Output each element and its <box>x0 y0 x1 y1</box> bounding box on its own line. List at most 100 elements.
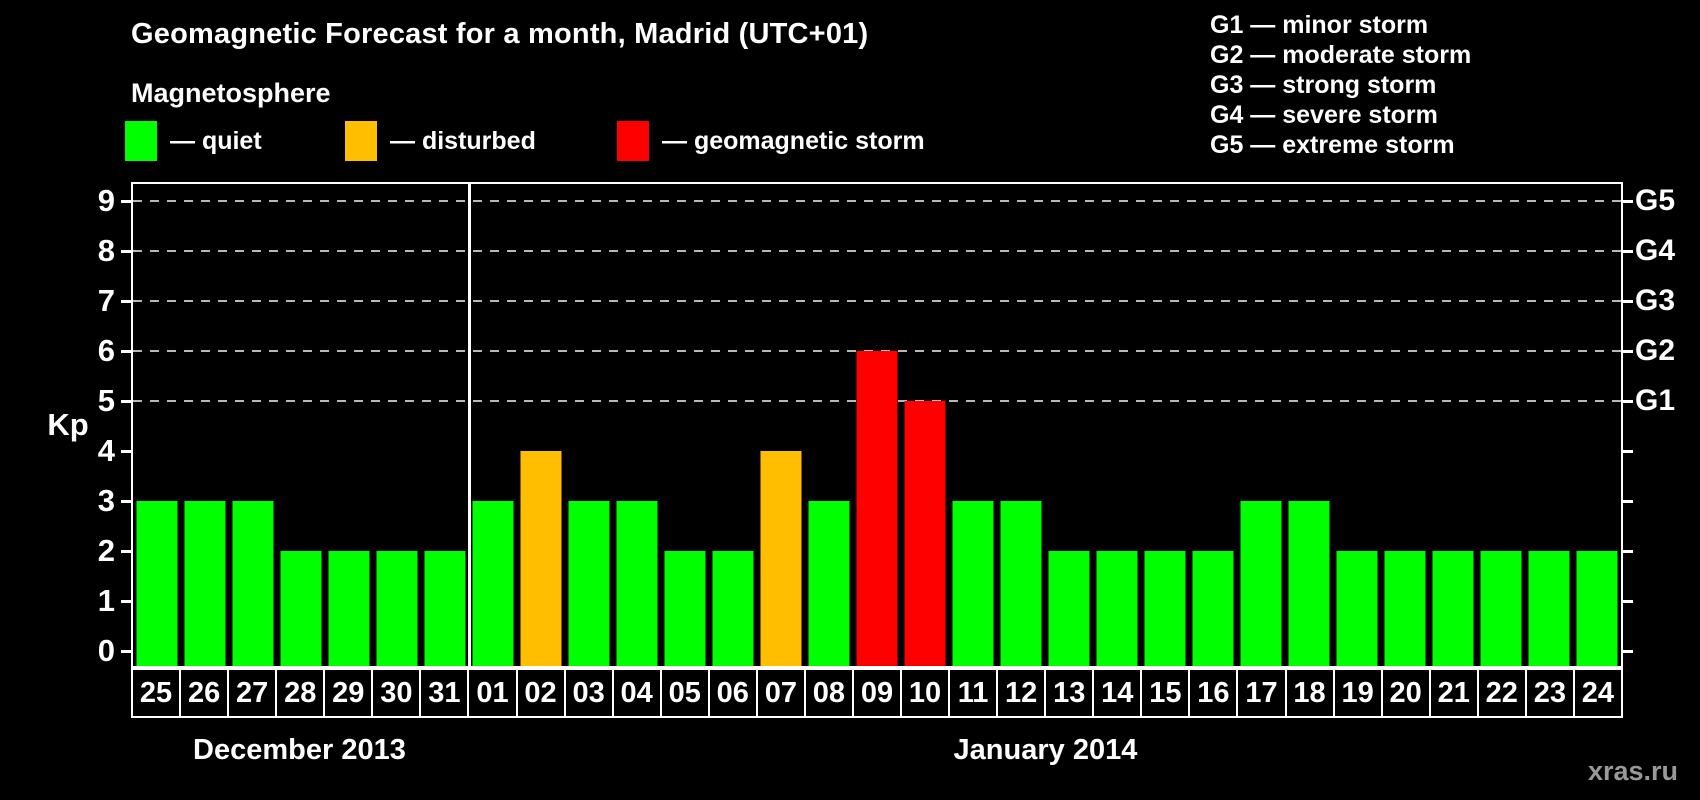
g-level-label-g1: G1 <box>1635 384 1676 417</box>
kp-bar-dec-28 <box>280 551 322 666</box>
g-level-label-g3: G3 <box>1635 284 1676 317</box>
y-tick-label: 7 <box>97 283 115 318</box>
day-label: 16 <box>1188 668 1239 718</box>
month-labels: December 2013 January 2014 <box>131 734 1623 774</box>
day-label: 01 <box>467 668 518 718</box>
y-axis-tick <box>1623 600 1633 603</box>
bar-slot <box>373 184 421 666</box>
bar-slot <box>325 184 373 666</box>
kp-bar-jan-08 <box>808 501 850 666</box>
day-label: 29 <box>323 668 374 718</box>
kp-bar-jan-18 <box>1288 501 1330 666</box>
bar-slot <box>1141 184 1189 666</box>
x-axis-day-labels: 25 26 27 28 29 30 31 01 02 03 04 05 06 07 08 09 10 11 12 13… <box>131 668 1623 718</box>
y-axis-tick <box>121 650 131 653</box>
day-label: 30 <box>371 668 422 718</box>
bar-slot <box>1237 184 1285 666</box>
y-axis-tick <box>1623 400 1633 403</box>
day-label: 03 <box>563 668 614 718</box>
day-label: 07 <box>755 668 806 718</box>
bar-slot <box>181 184 229 666</box>
kp-bar-jan-24 <box>1576 551 1618 666</box>
day-label: 22 <box>1476 668 1527 718</box>
y-axis-title: Kp <box>47 407 89 442</box>
bar-slot <box>1429 184 1477 666</box>
day-label: 05 <box>659 668 710 718</box>
y-axis-tick <box>121 200 131 203</box>
bar-slot <box>709 184 757 666</box>
day-label: 31 <box>419 668 470 718</box>
kp-bar-jan-17 <box>1240 501 1282 666</box>
kp-bar-jan-04 <box>616 501 658 666</box>
y-axis-tick <box>1623 550 1633 553</box>
legend-label-quiet: — quiet <box>170 126 262 155</box>
g-scale-legend-line: G5 — extreme storm <box>1210 131 1455 159</box>
y-axis-tick <box>121 350 131 353</box>
day-label: 09 <box>851 668 902 718</box>
y-tick-label: 0 <box>97 633 115 668</box>
bar-slot <box>517 184 565 666</box>
month-label: December 2013 <box>193 734 406 766</box>
y-tick-label: 4 <box>97 433 115 468</box>
day-label: 19 <box>1332 668 1383 718</box>
bar-slot <box>757 184 805 666</box>
kp-bar-jan-11 <box>952 501 994 666</box>
kp-bar-jan-13 <box>1048 551 1090 666</box>
kp-bar-dec-29 <box>328 551 370 666</box>
g-scale-legend-line: G2 — moderate storm <box>1210 41 1472 69</box>
day-label: 10 <box>900 668 951 718</box>
day-label: 18 <box>1284 668 1335 718</box>
bar-slot <box>229 184 277 666</box>
gridline-kp-8 <box>133 250 1621 252</box>
day-label: 27 <box>227 668 278 718</box>
bar-slot <box>469 184 517 666</box>
bar-slot <box>949 184 997 666</box>
bar-slot <box>421 184 469 666</box>
y-axis-tick <box>1623 200 1633 203</box>
kp-bar-jan-19 <box>1336 551 1378 666</box>
bar-slot <box>565 184 613 666</box>
legend-label-storm: — geomagnetic storm <box>662 126 925 155</box>
y-tick-label: 3 <box>97 483 115 518</box>
quiet-color-swatch <box>125 121 157 161</box>
y-axis-tick <box>121 450 131 453</box>
kp-bar-jan-15 <box>1144 551 1186 666</box>
y-axis-tick <box>1623 500 1633 503</box>
month-label: January 2014 <box>953 734 1138 766</box>
y-tick-label: 8 <box>97 233 115 268</box>
day-label: 12 <box>996 668 1047 718</box>
bar-slot <box>613 184 661 666</box>
kp-bar-jan-06 <box>712 551 754 666</box>
y-tick-label: 9 <box>97 183 115 218</box>
bar-slot <box>1333 184 1381 666</box>
kp-bar-jan-07 <box>760 451 802 666</box>
bar-slot <box>1189 184 1237 666</box>
bar-slot <box>661 184 709 666</box>
y-tick-label: 2 <box>97 533 115 568</box>
g-level-label-g4: G4 <box>1635 234 1676 267</box>
kp-bar-jan-05 <box>664 551 706 666</box>
kp-bar-jan-12 <box>1000 501 1042 666</box>
y-axis-tick <box>1623 350 1633 353</box>
day-label: 21 <box>1428 668 1479 718</box>
g-scale-legend-line: G3 — strong storm <box>1210 71 1437 99</box>
bar-slot <box>805 184 853 666</box>
y-axis-tick <box>1623 450 1633 453</box>
bar-slot <box>277 184 325 666</box>
kp-bar-dec-26 <box>184 501 226 666</box>
kp-bar-jan-03 <box>568 501 610 666</box>
bar-slot <box>1381 184 1429 666</box>
day-label: 14 <box>1092 668 1143 718</box>
y-axis-tick <box>1623 300 1633 303</box>
y-axis-tick <box>1623 250 1633 253</box>
storm-color-swatch <box>617 121 649 161</box>
day-label: 24 <box>1572 668 1623 718</box>
day-label: 20 <box>1380 668 1431 718</box>
bar-slot <box>997 184 1045 666</box>
kp-bar-dec-25 <box>136 501 178 666</box>
day-label: 06 <box>707 668 758 718</box>
bar-slot <box>1573 184 1621 666</box>
bar-slot <box>1285 184 1333 666</box>
kp-bar-dec-27 <box>232 501 274 666</box>
